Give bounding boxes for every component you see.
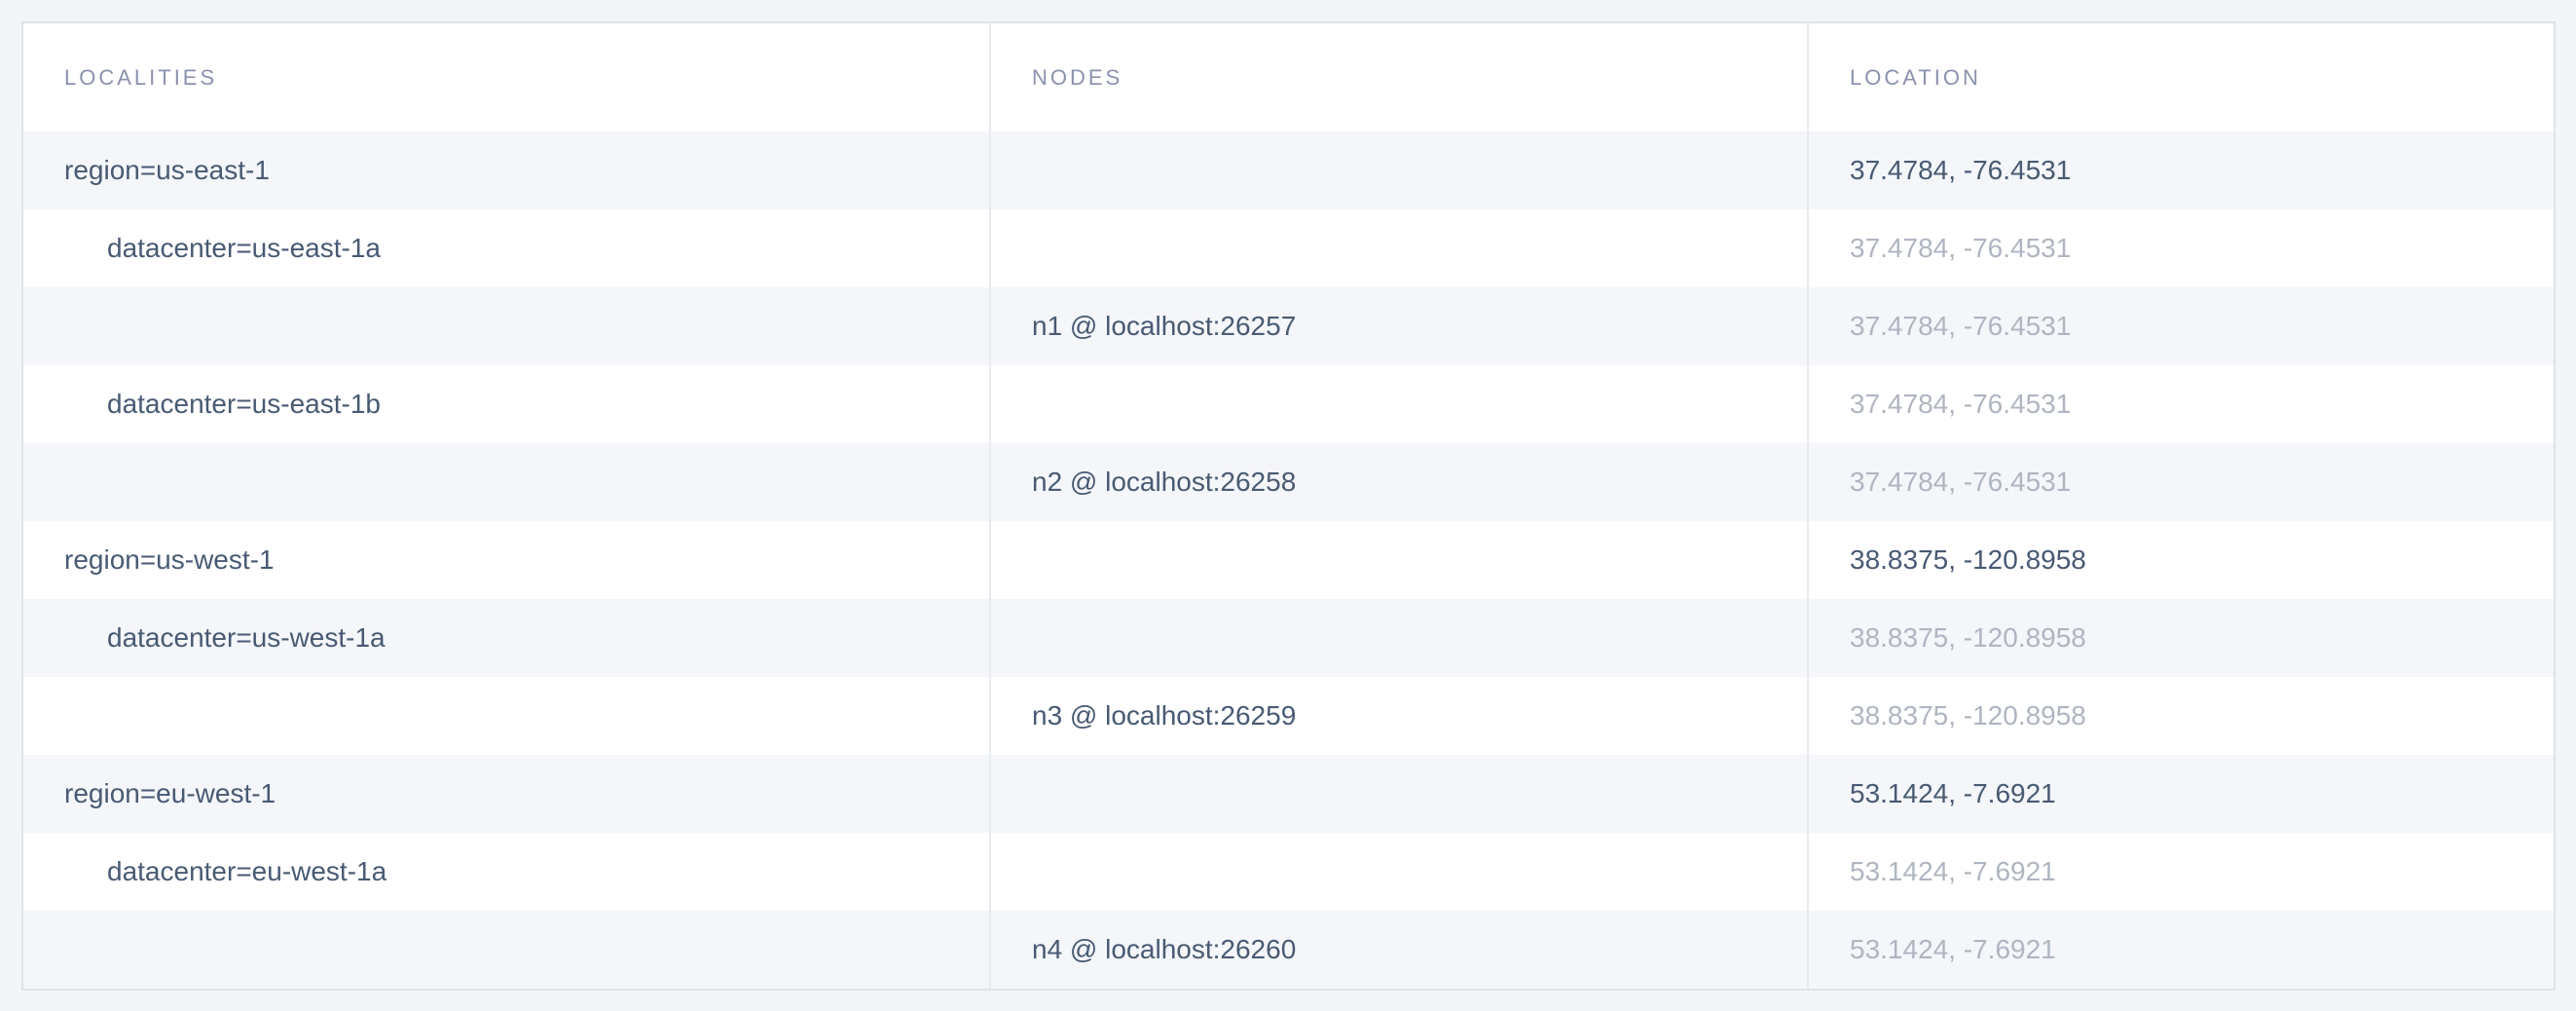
column-header-location-label: LOCATION	[1850, 64, 1981, 90]
node-label: n1 @ localhost:26257	[1032, 311, 1297, 341]
location-value: 37.4784, -76.4531	[1850, 233, 2072, 263]
table-row: datacenter=eu-west-1a 53.1424, -7.6921	[23, 833, 2554, 911]
table-row: n4 @ localhost:26260 53.1424, -7.6921	[23, 911, 2554, 989]
location-value: 37.4784, -76.4531	[1850, 467, 2072, 497]
location-cell: 53.1424, -7.6921	[1809, 833, 2554, 911]
locality-cell: datacenter=us-west-1a	[23, 599, 991, 677]
locality-cell	[23, 287, 991, 365]
column-header-location: LOCATION	[1809, 23, 2554, 131]
location-value: 38.8375, -120.8958	[1850, 622, 2086, 653]
location-cell: 38.8375, -120.8958	[1809, 599, 2554, 677]
locality-cell	[23, 911, 991, 989]
column-header-localities: LOCALITIES	[23, 23, 991, 131]
table-row: region=us-east-1 37.4784, -76.4531	[23, 131, 2554, 209]
locality-cell: region=us-east-1	[23, 131, 991, 209]
location-value: 37.4784, -76.4531	[1850, 155, 2072, 185]
location-cell: 38.8375, -120.8958	[1809, 521, 2554, 599]
locality-label: region=eu-west-1	[64, 778, 276, 808]
location-value: 53.1424, -7.6921	[1850, 856, 2056, 886]
location-cell: 37.4784, -76.4531	[1809, 365, 2554, 443]
table-row: datacenter=us-east-1a 37.4784, -76.4531	[23, 209, 2554, 287]
node-cell	[991, 131, 1809, 209]
node-label: n4 @ localhost:26260	[1032, 934, 1297, 964]
column-header-nodes: NODES	[991, 23, 1809, 131]
locality-cell: region=us-west-1	[23, 521, 991, 599]
locality-cell	[23, 443, 991, 521]
node-cell	[991, 599, 1809, 677]
locality-label: datacenter=us-west-1a	[107, 622, 386, 653]
column-header-nodes-label: NODES	[1032, 64, 1123, 90]
table-header-row: LOCALITIES NODES LOCATION	[23, 23, 2554, 131]
location-cell: 38.8375, -120.8958	[1809, 677, 2554, 755]
location-cell: 37.4784, -76.4531	[1809, 209, 2554, 287]
location-value: 38.8375, -120.8958	[1850, 544, 2086, 575]
table-row: region=eu-west-1 53.1424, -7.6921	[23, 755, 2554, 833]
locality-cell: datacenter=us-east-1a	[23, 209, 991, 287]
node-label: n2 @ localhost:26258	[1032, 467, 1297, 497]
location-value: 37.4784, -76.4531	[1850, 311, 2072, 341]
table-row: n3 @ localhost:26259 38.8375, -120.8958	[23, 677, 2554, 755]
locality-label: region=us-west-1	[64, 544, 275, 575]
locality-label: datacenter=us-east-1b	[107, 389, 381, 419]
column-header-localities-label: LOCALITIES	[64, 64, 218, 90]
location-value: 53.1424, -7.6921	[1850, 934, 2056, 964]
table-row: datacenter=us-east-1b 37.4784, -76.4531	[23, 365, 2554, 443]
locality-label: datacenter=us-east-1a	[107, 233, 381, 263]
location-value: 37.4784, -76.4531	[1850, 389, 2072, 419]
locality-label: region=us-east-1	[64, 155, 270, 185]
table-row: region=us-west-1 38.8375, -120.8958	[23, 521, 2554, 599]
table-row: n1 @ localhost:26257 37.4784, -76.4531	[23, 287, 2554, 365]
locality-cell: datacenter=us-east-1b	[23, 365, 991, 443]
node-cell: n4 @ localhost:26260	[991, 911, 1809, 989]
location-cell: 53.1424, -7.6921	[1809, 911, 2554, 989]
node-cell	[991, 833, 1809, 911]
table-row: datacenter=us-west-1a 38.8375, -120.8958	[23, 599, 2554, 677]
location-cell: 37.4784, -76.4531	[1809, 131, 2554, 209]
location-cell: 37.4784, -76.4531	[1809, 287, 2554, 365]
locality-cell	[23, 677, 991, 755]
node-cell: n1 @ localhost:26257	[991, 287, 1809, 365]
node-cell	[991, 521, 1809, 599]
node-cell: n2 @ localhost:26258	[991, 443, 1809, 521]
node-label: n3 @ localhost:26259	[1032, 700, 1297, 730]
node-cell	[991, 365, 1809, 443]
location-cell: 53.1424, -7.6921	[1809, 755, 2554, 833]
localities-table: LOCALITIES NODES LOCATION region=us-east…	[21, 21, 2556, 991]
location-value: 53.1424, -7.6921	[1850, 778, 2056, 808]
table-body: region=us-east-1 37.4784, -76.4531 datac…	[23, 131, 2554, 989]
node-cell	[991, 209, 1809, 287]
locality-cell: datacenter=eu-west-1a	[23, 833, 991, 911]
node-cell	[991, 755, 1809, 833]
locality-cell: region=eu-west-1	[23, 755, 991, 833]
node-cell: n3 @ localhost:26259	[991, 677, 1809, 755]
table-row: n2 @ localhost:26258 37.4784, -76.4531	[23, 443, 2554, 521]
location-value: 38.8375, -120.8958	[1850, 700, 2086, 730]
locality-label: datacenter=eu-west-1a	[107, 856, 387, 886]
location-cell: 37.4784, -76.4531	[1809, 443, 2554, 521]
